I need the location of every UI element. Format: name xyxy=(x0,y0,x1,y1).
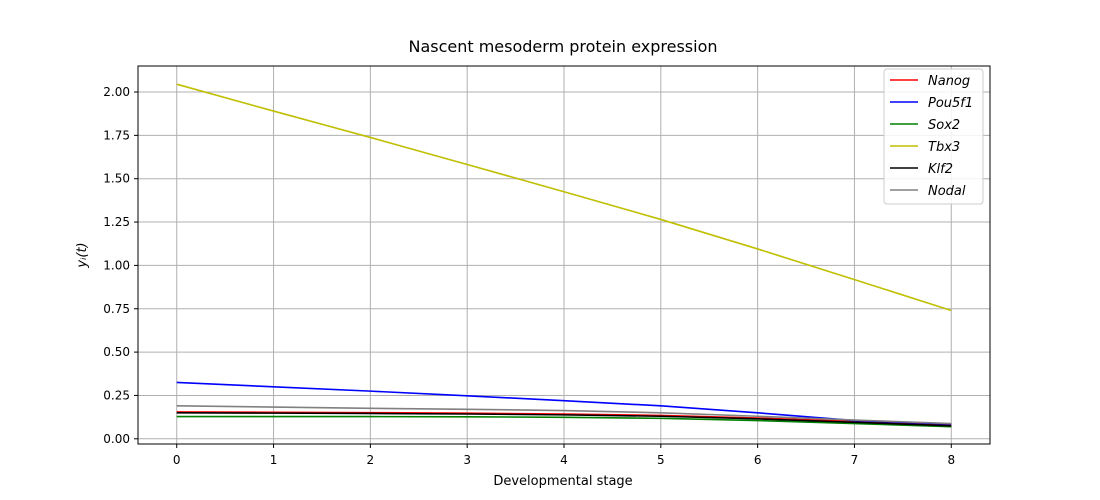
series-line-sox2 xyxy=(176,415,952,428)
legend-label-tbx3: Tbx3 xyxy=(928,140,960,155)
x-tick-label: 1 xyxy=(270,453,278,467)
y-tick-label: 0.50 xyxy=(103,345,130,359)
series-line-nanog xyxy=(176,411,952,426)
series-lines xyxy=(176,83,952,428)
grid xyxy=(138,66,990,444)
x-axis-label: Developmental stage xyxy=(493,474,632,489)
legend-label-pou5f1: Pou5f1 xyxy=(928,96,973,111)
chart-title: Nascent mesoderm protein expression xyxy=(408,37,717,56)
x-tick-label: 7 xyxy=(851,453,859,467)
legend-label-klf2: Klf2 xyxy=(928,162,953,177)
x-axis-ticks: 0 1 2 3 4 5 6 7 8 xyxy=(173,444,955,467)
x-tick-label: 5 xyxy=(657,453,665,467)
y-tick-label: 0.75 xyxy=(103,302,130,316)
x-tick-label: 6 xyxy=(754,453,762,467)
y-tick-label: 1.25 xyxy=(103,215,130,229)
x-tick-label: 4 xyxy=(560,453,568,467)
y-axis-label: yᵢ(t) xyxy=(75,242,90,268)
y-tick-label: 1.00 xyxy=(103,258,130,272)
y-tick-label: 1.75 xyxy=(103,128,130,142)
legend-label-sox2: Sox2 xyxy=(928,118,960,133)
x-tick-label: 8 xyxy=(947,453,955,467)
legend-label-nodal: Nodal xyxy=(928,184,966,199)
x-tick-label: 3 xyxy=(463,453,471,467)
series-line-klf2 xyxy=(176,411,952,427)
y-axis-ticks: 0.00 0.25 0.50 0.75 1.00 1.25 1.50 1.75 2.00 xyxy=(103,85,138,446)
legend-label-nanog: Nanog xyxy=(928,74,970,89)
y-tick-label: 0.25 xyxy=(103,388,130,402)
x-tick-label: 0 xyxy=(173,453,181,467)
series-line-tbx3 xyxy=(176,83,952,312)
y-tick-label: 2.00 xyxy=(103,85,130,99)
x-tick-label: 2 xyxy=(367,453,375,467)
y-tick-label: 1.50 xyxy=(103,172,130,186)
series-line-pou5f1 xyxy=(176,381,952,425)
legend: Nanog Pou5f1 Sox2 Tbx3 Klf2 Nodal xyxy=(883,68,984,205)
y-tick-label: 0.00 xyxy=(103,432,130,446)
series-line-nodal xyxy=(176,405,952,425)
